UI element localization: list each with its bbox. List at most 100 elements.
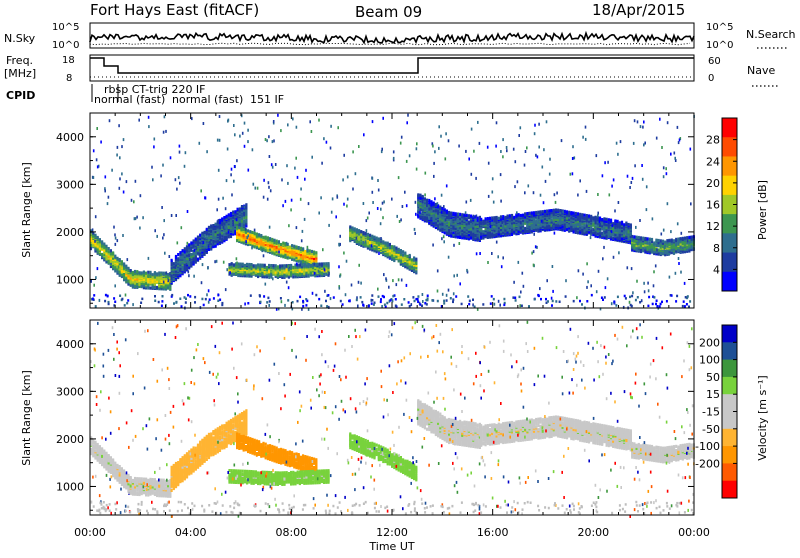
noise-cell (637, 242, 639, 245)
noise-cell (643, 282, 645, 285)
noise-cell (131, 199, 133, 202)
noise-cell (117, 239, 119, 242)
noise-cell (488, 162, 490, 165)
noise-cell (609, 193, 611, 196)
echo-cell (457, 219, 459, 222)
noise-cell (338, 265, 340, 268)
echo-cell (430, 200, 432, 203)
echo-cell (311, 259, 313, 262)
echo-cell (658, 248, 660, 251)
noise-cell (381, 148, 383, 151)
echo-cell (289, 246, 291, 249)
noise-cell (663, 175, 665, 178)
echo-cell (592, 223, 594, 226)
echo-cell (281, 264, 283, 267)
noise-cell (219, 115, 221, 118)
noise-cell (99, 299, 101, 302)
noise-cell (217, 139, 219, 142)
echo-cell (240, 227, 242, 230)
noise-cell (479, 142, 481, 145)
noise-cell (199, 253, 201, 256)
noise-cell (156, 235, 158, 238)
noise-cell (314, 263, 316, 266)
noise-cell (140, 194, 142, 197)
echo-cell (680, 237, 682, 240)
noise-cell (446, 294, 448, 297)
noise-cell (118, 124, 120, 127)
noise-cell (234, 165, 236, 168)
noise-cell (92, 228, 94, 231)
echo-cell (590, 215, 592, 218)
noise-cell (311, 130, 313, 133)
echo-cell (544, 210, 546, 213)
noise-cell (281, 178, 283, 181)
noise-cell (358, 264, 360, 267)
noise-cell (603, 246, 605, 249)
echo-cell (378, 237, 380, 240)
noise-cell (166, 271, 168, 274)
noise-cell (501, 221, 503, 224)
echo-cell (586, 214, 588, 217)
noise-cell (223, 226, 225, 229)
echo-cell (485, 217, 487, 220)
noise-cell (479, 252, 481, 255)
power-heatmap (90, 114, 695, 311)
noise-cell (437, 202, 439, 205)
noise-cell (286, 281, 288, 284)
noise-cell (554, 193, 556, 196)
echo-cell (566, 210, 568, 213)
nave-label: Nave (747, 64, 775, 77)
noise-cell (425, 172, 427, 175)
noise-cell (123, 138, 125, 141)
echo-cell (684, 237, 686, 240)
echo-cell (590, 230, 592, 233)
noise-cell (406, 160, 408, 163)
echo-cell (302, 247, 304, 250)
noise-cell (646, 185, 648, 188)
echo-cell (470, 215, 472, 218)
echo-cell (204, 231, 206, 234)
echo-cell (241, 205, 243, 208)
echo-cell (299, 269, 301, 272)
echo-cell (649, 242, 651, 245)
echo-cell (509, 214, 511, 217)
noise-cell (248, 169, 250, 172)
noise-cell (117, 146, 119, 149)
noise-cell (554, 232, 556, 235)
noise-cell (549, 158, 551, 161)
noise-cell (663, 166, 665, 169)
noise-cell (500, 150, 502, 153)
noise-cell (277, 114, 279, 117)
noise-cell (470, 199, 472, 202)
echo-cell (246, 263, 248, 266)
noise-cell (574, 156, 576, 159)
echo-cell (101, 253, 103, 256)
noise-cell (459, 242, 461, 245)
noise-cell (546, 120, 548, 123)
noise-cell (225, 288, 227, 291)
echo-cell (371, 235, 373, 238)
noise-cell (218, 169, 220, 172)
echo-cell (264, 264, 266, 267)
noise-cell (434, 150, 436, 153)
noise-cell (642, 126, 644, 129)
echo-cell (127, 267, 129, 270)
echo-cell (283, 264, 285, 267)
noise-cell (148, 125, 150, 128)
echo-cell (369, 234, 371, 237)
echo-cell (688, 249, 690, 252)
noise-cell (377, 288, 379, 291)
noise-cell (678, 141, 680, 144)
noise-cell (339, 287, 341, 290)
echo-cell (413, 256, 415, 259)
noise-cell (522, 272, 524, 275)
noise-cell (187, 242, 189, 245)
noise-cell (670, 230, 672, 233)
noise-cell (535, 245, 537, 248)
echo-cell (184, 247, 186, 250)
echo-cell (313, 251, 315, 254)
noise-cell (268, 276, 270, 279)
noise-cell (133, 200, 135, 203)
noise-cell (339, 235, 341, 238)
noise-cell (516, 211, 518, 214)
